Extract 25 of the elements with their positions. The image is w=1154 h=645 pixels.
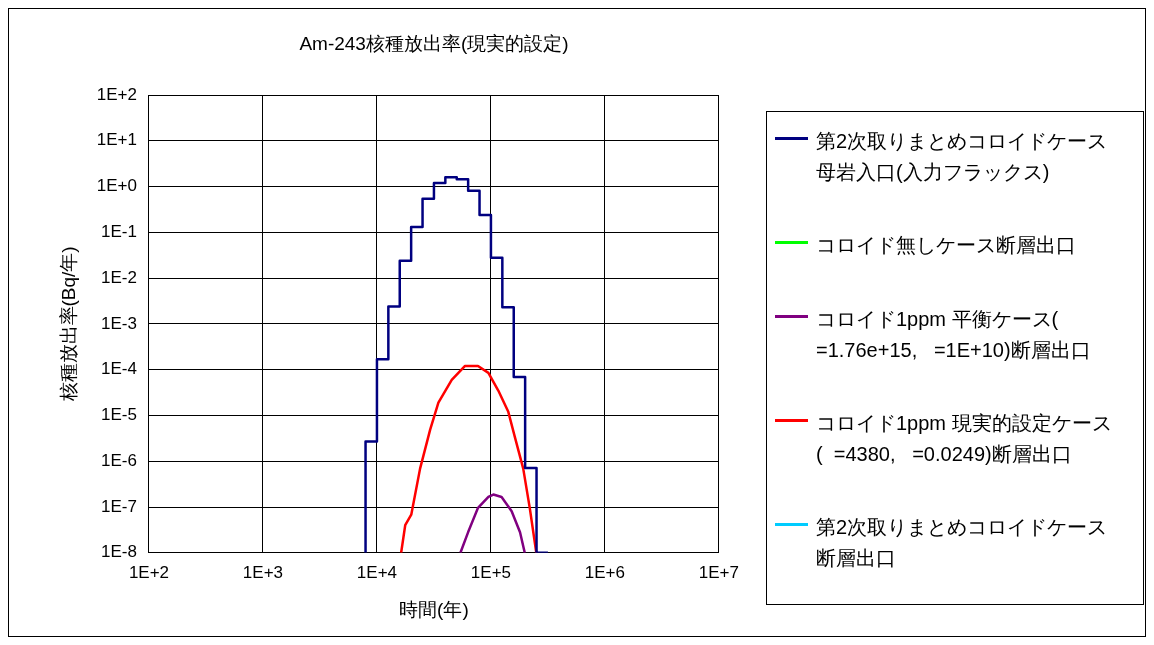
- x-tick-label: 1E+3: [242, 562, 284, 582]
- y-tick-label: 1E-5: [101, 405, 137, 425]
- legend-label: 第2次取りまとめコロイドケース母岩入口(入力フラックス): [816, 129, 1109, 185]
- y-tick-label: 1E-3: [101, 313, 137, 333]
- y-tick-label: 1E-6: [101, 450, 137, 470]
- legend-label: コロイド1ppm 平衡ケース( =1.76e+15, =1E+10)断層出口: [816, 306, 1092, 363]
- legend-label: 第2次取りまとめコロイドケース断層出口: [816, 515, 1109, 571]
- x-tick-label: 1E+5: [470, 562, 512, 582]
- y-tick-label: 1E-8: [101, 542, 137, 562]
- x-tick-label: 1E+6: [584, 562, 626, 582]
- y-axis-title: 核種放出率(Bq/年): [57, 246, 79, 403]
- y-tick-label: 1E-1: [101, 222, 137, 242]
- y-tick-label: 1E+0: [96, 176, 137, 196]
- y-tick-label: 1E+1: [96, 130, 137, 150]
- x-tick-label: 1E+4: [356, 562, 398, 582]
- y-tick-label: 1E-2: [101, 267, 137, 287]
- x-axis-title: 時間(年): [399, 598, 469, 620]
- legend-label: コロイド無しケース断層出口: [816, 233, 1077, 259]
- x-tick-label: 1E+2: [128, 562, 170, 582]
- chart-title: Am-243核種放出率(現実的設定): [298, 32, 570, 56]
- x-tick-label: 1E+7: [698, 562, 740, 582]
- y-tick-label: 1E-4: [101, 359, 137, 379]
- y-tick-label: 1E+2: [96, 84, 137, 104]
- legend-label: コロイド1ppm 現実的設定ケース( =4380, =0.0249)断層出口: [816, 410, 1113, 467]
- y-tick-label: 1E-7: [101, 496, 137, 516]
